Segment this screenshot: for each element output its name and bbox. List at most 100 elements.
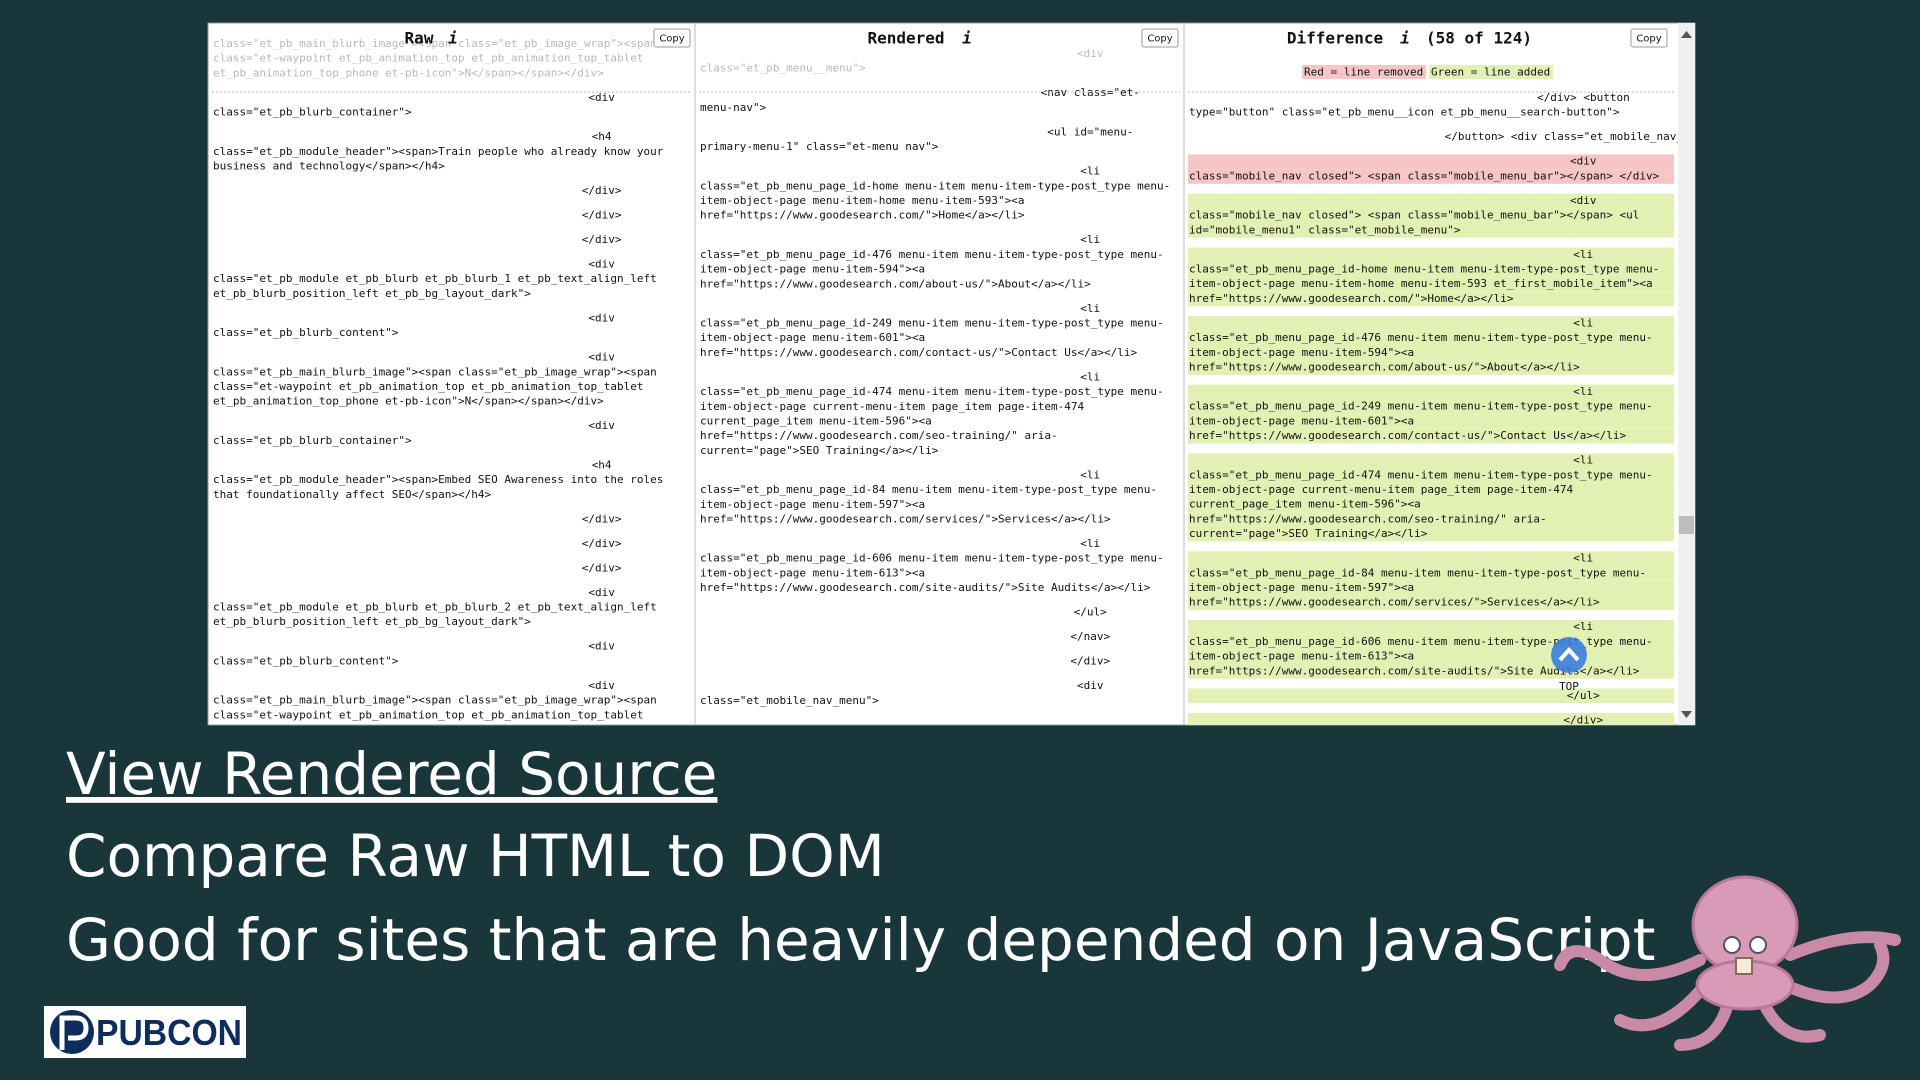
code-line: class="et_pb_main_blurb_image"><span cla… [213,37,657,50]
code-line: <li [1573,385,1593,398]
code-line: item-object-page current-menu-item page_… [700,400,1084,413]
code-line: class="et_pb_module et_pb_blurb et_pb_bl… [213,601,657,614]
diff-highlight [1188,497,1674,513]
code-line: current_page_item menu-item-596"><a [1189,498,1421,511]
code-line: </div> [582,209,622,222]
code-line: <h4 [592,130,612,143]
code-line: <li [1080,468,1100,481]
info-icon[interactable]: i [962,29,972,48]
copy-button[interactable] [653,28,691,48]
slide-heading[interactable]: View Rendered Source [66,740,717,808]
diff-count: (58 of 124) [1426,29,1532,48]
diff-highlight [1188,360,1674,375]
code-line: class="et_pb_menu_page_id-249 menu-item … [1189,400,1653,413]
octopus-eye [1749,936,1767,954]
scroll-top-button[interactable]: TOP [1551,637,1587,693]
legend-added: Green = line added [1431,66,1550,79]
code-line: id="mobile_menu1" class="et_mobile_menu"… [1189,223,1461,236]
scroll-top-label[interactable]: TOP [1559,680,1579,693]
scrollbar [1678,23,1695,725]
diff-highlight [1188,384,1674,400]
code-line: business and technology</span></h4> [213,160,445,173]
diff-highlight [1188,330,1674,346]
diff-highlight [1188,713,1674,725]
code-line: <div [1570,155,1597,168]
code-line: class="et-waypoint et_pb_animation_top e… [213,52,643,65]
copy-button-label[interactable]: Copy [1636,34,1661,45]
legend-added-bg [1429,65,1553,79]
code-line: item-object-page current-menu-item page_… [1189,483,1573,496]
scrollbar-thumb[interactable] [1679,516,1694,534]
code-line: class="et-waypoint et_pb_animation_top e… [213,708,643,721]
code-line: item-object-page menu-item-home menu-ite… [700,194,1025,207]
code-line: </div> [1563,713,1603,726]
scroll-down-arrow[interactable] [1681,711,1692,718]
code-line: <div [1077,47,1104,60]
code-line: <li [1573,316,1593,329]
code-line: class="et_pb_menu_page_id-249 menu-item … [700,317,1164,330]
diff-highlight [1188,688,1674,704]
code-line: class="et_pb_blurb_container"> [213,106,412,119]
diff-highlight [1188,428,1674,444]
code-line: <div [588,679,615,692]
code-line: class="mobile_nav closed"> <span class="… [1189,209,1639,222]
diff-highlight [1188,664,1674,679]
code-line: class="et_pb_main_blurb_image"><span cla… [213,694,657,707]
scroll-top-circle[interactable] [1551,637,1587,673]
code-line: <div [588,91,615,104]
copy-button[interactable] [1141,28,1179,48]
diff-highlight [1188,634,1674,650]
code-line: et_pb_blurb_position_left et_pb_bg_layou… [213,615,531,628]
screenshot: class="et_pb_main_blurb_image"><span cla… [212,28,1678,726]
code-line: href="https://www.goodesearch.com/">Home… [1189,292,1514,305]
code-line: et_pb_animation_top_phone et-pb-icon">N<… [213,66,604,79]
code-line: <li [1080,165,1100,178]
code-line: <li [1573,620,1593,633]
code-line: that foundationally affect SEO</span></h… [213,488,492,501]
code-line: href="https://www.goodesearch.com/contac… [700,346,1137,359]
diff-highlight [1188,619,1674,635]
code-line: class="et_pb_menu_page_id-84 menu-item m… [1189,566,1646,579]
code-line: item-object-page menu-item-594"><a [700,263,925,276]
copy-button-label[interactable]: Copy [659,34,684,45]
code-line: class="et_pb_main_blurb_image"><span cla… [213,365,657,378]
diff-highlight [1188,551,1674,566]
code-line: <li [1080,370,1100,383]
code-line: item-object-page menu-item-601"><a [1189,414,1414,427]
diff-highlight [1188,316,1674,331]
code-line: </div> [582,561,622,574]
diff-highlight [1188,595,1674,611]
code-line: et_pb_animation_top_phone et-pb-icon">N<… [213,395,604,408]
diff-highlight [1188,345,1674,361]
code-line: href="https://www.goodesearch.com/site-a… [700,581,1151,594]
diff-highlight [1188,526,1674,542]
logo-text: PUBCON [96,1012,242,1053]
copy-button-label[interactable]: Copy [1147,34,1172,45]
code-line: class="et_pb_menu_page_id-474 menu-item … [700,385,1164,398]
code-line: </ul> [1074,606,1107,619]
diff-highlight [1188,399,1674,415]
scroll-top-chevron [1558,647,1580,662]
code-panel: </div> <button type="button" class="et_pb… [1188,91,1678,726]
diff-highlight [1188,169,1674,184]
code-line: <li [1080,233,1100,246]
code-line: item-object-page menu-item-601"><a [700,331,925,344]
code-line: href="https://www.goodesearch.com/about-… [1189,361,1580,374]
code-line: <div [588,586,615,599]
code-line: href="https://www.goodesearch.com/about-… [700,277,1091,290]
code-line: <ul id="menu- [1047,125,1133,138]
diff-highlight [1188,193,1674,209]
diff-highlight [1188,566,1674,581]
legend-removed-bg [1302,65,1426,79]
code-line: <li [1573,552,1593,565]
code-line: et_pb_blurb_position_left et_pb_bg_layou… [213,287,531,300]
diff-highlight [1188,512,1674,527]
code-line: <li [1573,454,1593,467]
code-line: href="https://www.goodesearch.com/">Home… [700,209,1025,222]
info-icon[interactable]: i [448,29,458,48]
code-line: </ul> [1567,689,1600,702]
info-icon[interactable]: i [1400,29,1410,48]
copy-button[interactable] [1630,28,1668,48]
scroll-up-arrow[interactable] [1681,31,1692,38]
